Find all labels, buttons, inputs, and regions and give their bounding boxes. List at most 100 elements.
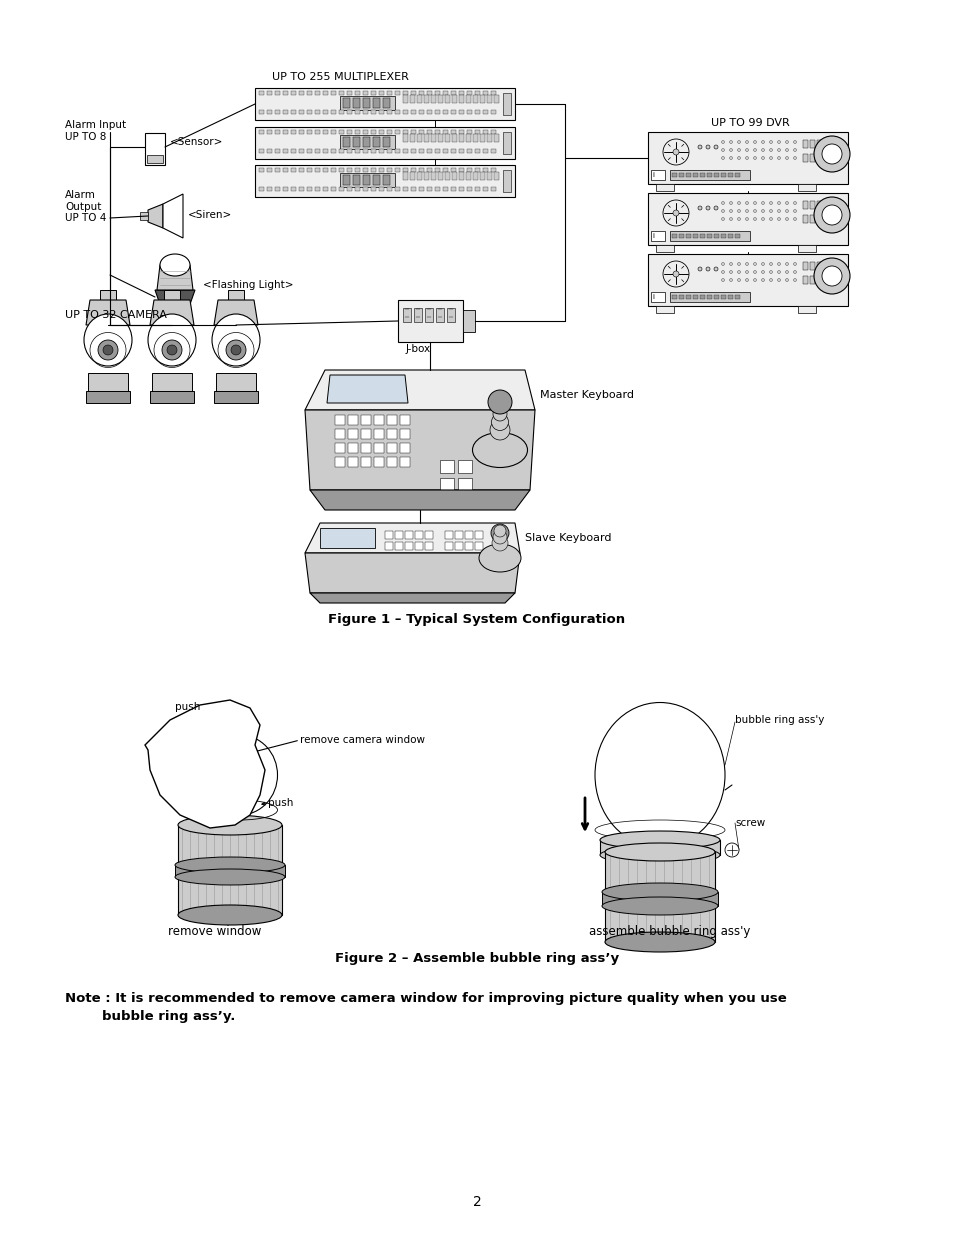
Circle shape bbox=[744, 148, 748, 152]
Bar bbox=[410, 95, 415, 103]
Circle shape bbox=[793, 263, 796, 266]
Circle shape bbox=[753, 210, 756, 212]
Bar bbox=[363, 91, 368, 95]
Bar bbox=[464, 531, 473, 538]
Bar bbox=[371, 91, 375, 95]
Circle shape bbox=[784, 217, 788, 221]
Bar bbox=[258, 130, 264, 135]
Bar bbox=[274, 91, 280, 95]
Bar bbox=[307, 168, 312, 172]
Ellipse shape bbox=[472, 432, 527, 468]
Bar bbox=[363, 149, 368, 153]
Bar bbox=[338, 110, 344, 114]
Bar bbox=[355, 186, 359, 191]
Bar bbox=[435, 91, 439, 95]
Circle shape bbox=[760, 217, 763, 221]
Bar bbox=[491, 168, 496, 172]
Bar bbox=[415, 531, 422, 538]
Circle shape bbox=[713, 267, 718, 270]
Bar bbox=[399, 429, 410, 438]
Bar bbox=[385, 531, 393, 538]
Bar bbox=[382, 137, 390, 147]
Circle shape bbox=[698, 267, 701, 270]
Bar bbox=[482, 149, 488, 153]
Bar bbox=[399, 457, 410, 467]
Bar bbox=[418, 110, 423, 114]
Bar bbox=[414, 308, 421, 322]
Bar bbox=[331, 149, 335, 153]
Bar bbox=[467, 186, 472, 191]
Circle shape bbox=[492, 535, 507, 551]
Circle shape bbox=[760, 201, 763, 205]
Bar bbox=[402, 149, 408, 153]
Bar bbox=[411, 168, 416, 172]
Bar bbox=[467, 130, 472, 135]
Text: Figure 2 – Assemble bubble ring ass’y: Figure 2 – Assemble bubble ring ass’y bbox=[335, 952, 618, 965]
Bar bbox=[140, 212, 148, 220]
Bar bbox=[700, 295, 704, 299]
Bar bbox=[283, 130, 288, 135]
Circle shape bbox=[494, 400, 505, 411]
Bar bbox=[692, 233, 698, 238]
Circle shape bbox=[98, 340, 118, 359]
Circle shape bbox=[777, 263, 780, 266]
Bar bbox=[435, 168, 439, 172]
Bar bbox=[363, 175, 370, 185]
Circle shape bbox=[720, 263, 723, 266]
Bar bbox=[323, 91, 328, 95]
Bar bbox=[713, 233, 719, 238]
Ellipse shape bbox=[178, 905, 282, 925]
Bar bbox=[348, 429, 357, 438]
Circle shape bbox=[753, 263, 756, 266]
Bar bbox=[291, 130, 295, 135]
Bar bbox=[458, 110, 463, 114]
Circle shape bbox=[760, 148, 763, 152]
Bar bbox=[482, 186, 488, 191]
Bar bbox=[482, 168, 488, 172]
Circle shape bbox=[793, 210, 796, 212]
Bar bbox=[378, 130, 384, 135]
Bar bbox=[727, 173, 732, 177]
Bar bbox=[431, 135, 436, 142]
Bar bbox=[423, 135, 429, 142]
Circle shape bbox=[672, 149, 679, 156]
Text: <Sensor>: <Sensor> bbox=[170, 137, 223, 147]
Bar bbox=[816, 201, 821, 209]
Circle shape bbox=[793, 217, 796, 221]
Bar bbox=[475, 168, 479, 172]
Bar bbox=[679, 295, 683, 299]
Bar bbox=[475, 130, 479, 135]
Ellipse shape bbox=[604, 844, 714, 861]
Bar bbox=[437, 95, 442, 103]
Bar bbox=[402, 91, 408, 95]
Bar bbox=[650, 291, 664, 303]
Circle shape bbox=[793, 148, 796, 152]
Ellipse shape bbox=[160, 254, 190, 275]
Bar bbox=[347, 130, 352, 135]
Bar bbox=[387, 149, 392, 153]
Circle shape bbox=[777, 210, 780, 212]
Bar bbox=[283, 168, 288, 172]
Bar bbox=[360, 415, 371, 425]
Circle shape bbox=[744, 157, 748, 159]
Bar bbox=[274, 186, 280, 191]
Bar bbox=[374, 443, 384, 453]
Bar bbox=[405, 531, 413, 538]
Bar bbox=[435, 110, 439, 114]
Bar bbox=[373, 98, 379, 107]
Circle shape bbox=[491, 414, 508, 431]
Polygon shape bbox=[327, 375, 408, 403]
Circle shape bbox=[744, 141, 748, 143]
Bar bbox=[387, 429, 396, 438]
Bar bbox=[479, 135, 484, 142]
Bar bbox=[457, 478, 472, 492]
Ellipse shape bbox=[478, 543, 520, 572]
Bar bbox=[475, 110, 479, 114]
Bar bbox=[444, 95, 450, 103]
Bar bbox=[338, 130, 344, 135]
Bar bbox=[348, 415, 357, 425]
Bar bbox=[338, 149, 344, 153]
Bar bbox=[458, 168, 463, 172]
Circle shape bbox=[784, 263, 788, 266]
Bar bbox=[298, 130, 304, 135]
